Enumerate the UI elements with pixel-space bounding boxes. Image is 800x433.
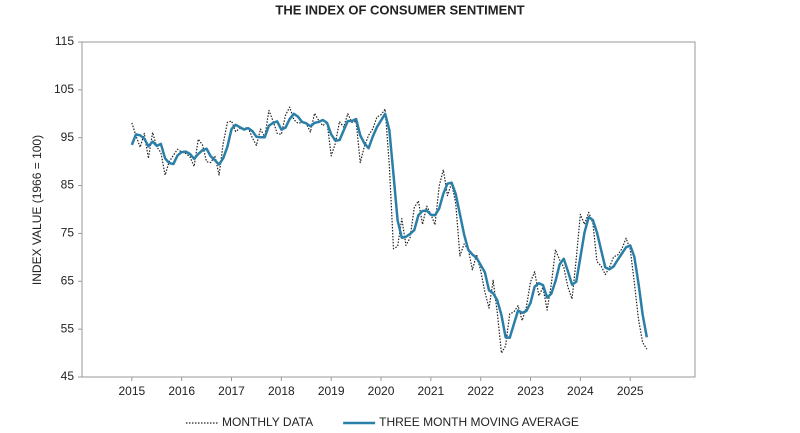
x-tick-label: 2022 (467, 384, 494, 398)
legend-label: MONTHLY DATA (222, 415, 313, 429)
y-tick-label: 115 (55, 34, 74, 48)
y-tick-label: 105 (54, 82, 74, 96)
x-tick-label: 2015 (118, 384, 145, 398)
x-tick-label: 2017 (218, 384, 245, 398)
y-tick-label: 75 (61, 226, 75, 240)
chart-title: THE INDEX OF CONSUMER SENTIMENT (275, 2, 524, 17)
x-tick-label: 2023 (517, 384, 544, 398)
y-tick-label: 55 (61, 321, 75, 335)
y-axis-label: INDEX VALUE (1966 = 100) (30, 135, 44, 285)
x-tick-label: 2018 (268, 384, 295, 398)
plot-frame (81, 41, 696, 378)
y-tick-label: 85 (61, 178, 75, 192)
x-tick-label: 2024 (567, 384, 594, 398)
legend-label: THREE MONTH MOVING AVERAGE (379, 415, 579, 429)
series-line (130, 112, 649, 340)
y-tick-label: 95 (61, 130, 75, 144)
series-line (131, 106, 648, 354)
x-tick-label: 2016 (168, 384, 195, 398)
y-tick-label: 65 (61, 273, 75, 287)
y-tick-label: 45 (61, 369, 75, 383)
x-tick-label: 2025 (617, 384, 644, 398)
x-tick-label: 2019 (318, 384, 345, 398)
x-tick-label: 2021 (418, 384, 445, 398)
x-tick-label: 2020 (368, 384, 395, 398)
